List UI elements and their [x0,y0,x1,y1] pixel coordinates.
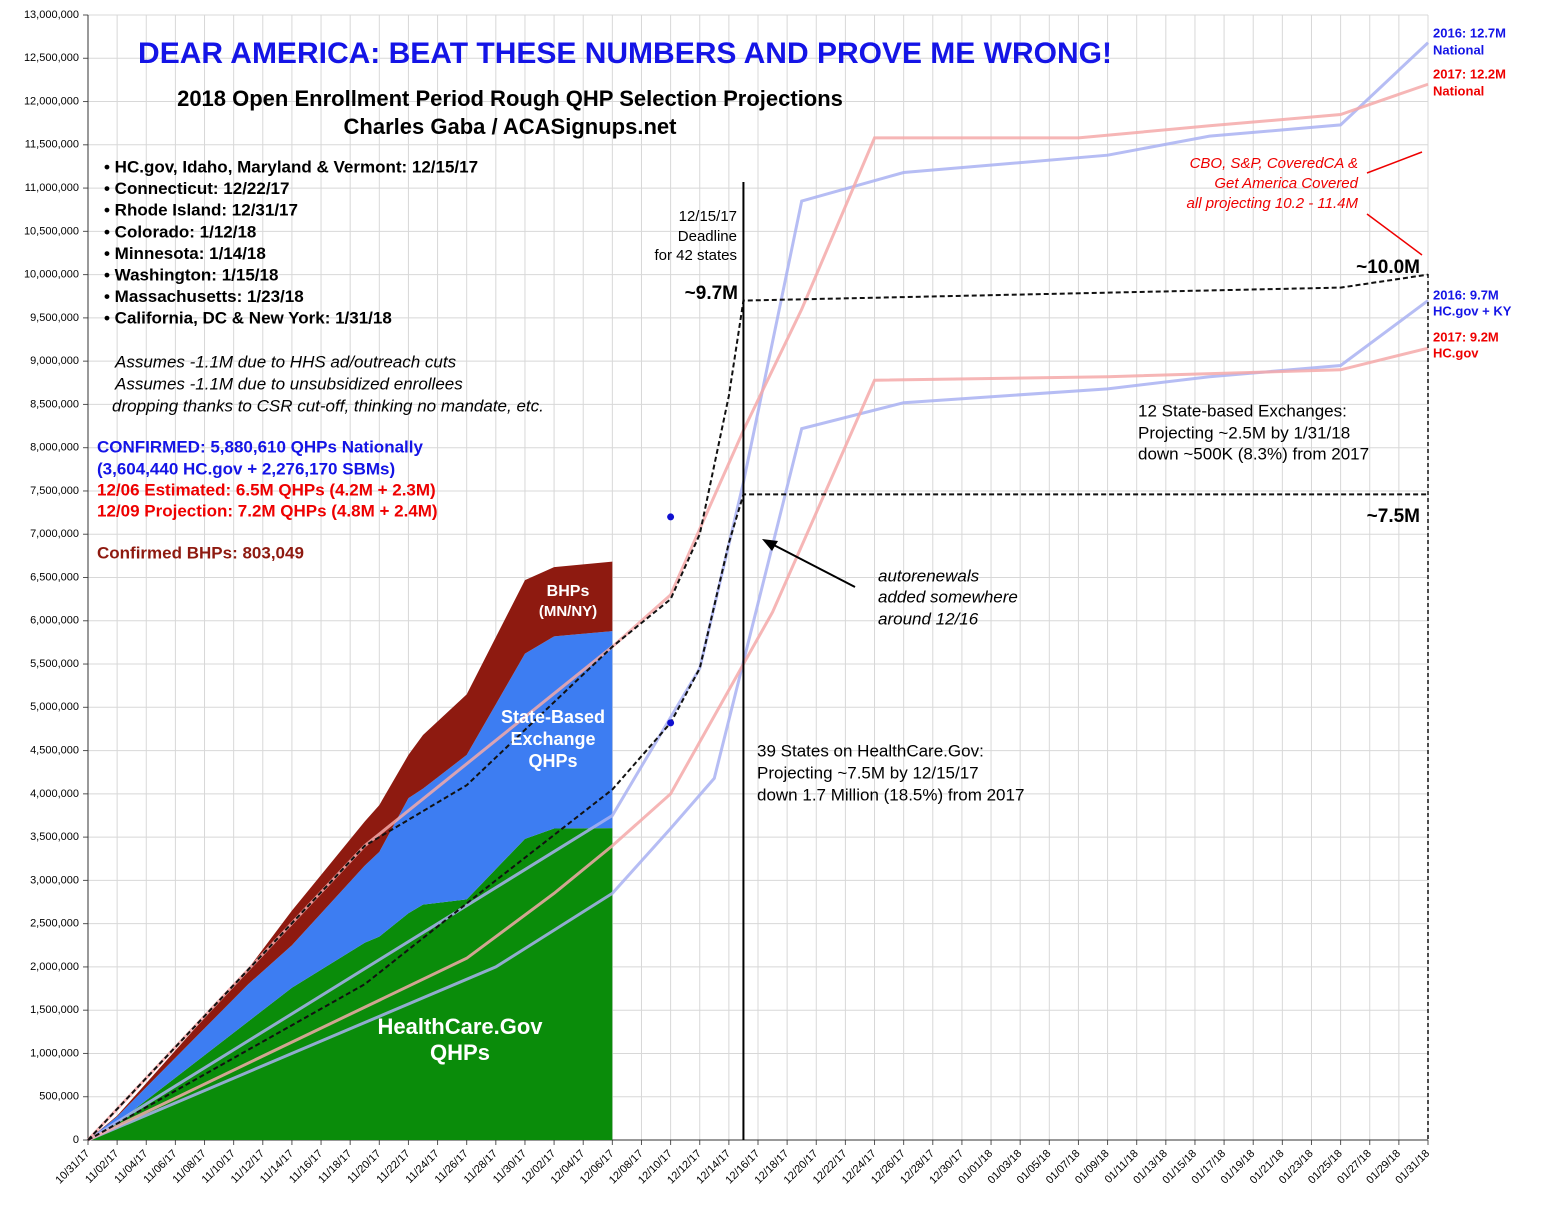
subtitle: 2018 Open Enrollment Period Rough QHP Se… [177,86,843,111]
series-label: 2017: 12.2M [1433,66,1506,81]
series-label: National [1433,42,1484,57]
series-label: HC.gov + KY [1433,303,1512,318]
series-label: 2016: 12.7M [1433,25,1506,40]
y-tick-label: 6,000,000 [30,615,79,627]
area-label: BHPs [547,583,590,600]
line [87,346,1429,1142]
y-tick-label: 3,500,000 [30,831,79,843]
y-tick-label: 10,500,000 [24,225,79,237]
deadline-item: • HC.gov, Idaho, Maryland & Vermont: 12/… [104,157,478,176]
pointer [1366,213,1423,256]
chart-title: DEAR AMERICA: BEAT THESE NUMBERS AND PRO… [138,37,1112,70]
y-tick-label: 8,000,000 [30,442,79,454]
y-tick-label: 9,000,000 [30,355,79,367]
estimate: 12/09 Projection: 7.2M QHPs (4.8M + 2.4M… [97,501,438,520]
area-label: QHPs [430,1040,490,1065]
point [667,513,675,521]
y-tick-label: 7,500,000 [30,485,79,497]
area [88,631,613,1140]
sbe-note: Projecting ~2.5M by 1/31/18 [1138,423,1350,442]
estimate: 12/06 Estimated: 6.5M QHPs (4.2M + 2.3M) [97,480,436,499]
deadline-item: • Massachusetts: 1/23/18 [104,287,304,306]
y-tick-label: 5,000,000 [30,701,79,713]
value-mark: ~10.0M [1356,257,1420,278]
deadline-item: • Connecticut: 12/22/17 [104,179,289,198]
y-tick-label: 10,000,000 [24,269,79,281]
y-tick-label: 8,500,000 [30,398,79,410]
cbo-note: CBO, S&P, CoveredCA & [1190,155,1358,172]
y-tick-label: 1,000,000 [30,1047,79,1059]
y-tick-label: 6,500,000 [30,571,79,583]
pointer [1366,151,1423,174]
y-tick-label: 1,500,000 [30,1004,79,1016]
line [87,273,1429,1141]
value-mark: ~9.7M [685,283,738,304]
series-label: 2017: 9.2M [1433,329,1499,344]
hcgov-note: 39 States on HealthCare.Gov: [757,741,984,760]
point [667,719,675,727]
deadline-note: 12/15/17 [679,208,737,225]
deadline-note: Deadline [678,228,737,245]
sbe-note: down ~500K (8.3%) from 2017 [1138,444,1369,463]
value-mark: ~7.5M [1367,506,1420,527]
y-tick-label: 2,500,000 [30,918,79,930]
deadline-item: • Colorado: 1/12/18 [104,222,256,241]
deadline-item: • Minnesota: 1/14/18 [104,244,266,263]
cbo-note: all projecting 10.2 - 11.4M [1187,195,1359,212]
deadline-note: for 42 states [654,247,737,264]
y-tick-label: 11,500,000 [25,139,79,151]
y-tick-label: 4,500,000 [30,744,79,756]
y-tick-label: 0 [73,1134,79,1146]
plot [86,41,1430,1142]
y-tick-label: 9,500,000 [30,312,79,324]
y-tick-label: 13,000,000 [24,9,79,21]
confirmed: (3,604,440 HC.gov + 2,276,170 SBMs) [97,459,395,478]
y-tick-label: 2,000,000 [30,961,79,973]
y-tick-label: 12,500,000 [24,52,79,64]
assumption: Assumes -1.1M due to HHS ad/outreach cut… [114,352,457,371]
arrow [767,541,856,588]
y-tick-label: 12,000,000 [24,95,79,107]
y-tick-label: 3,000,000 [30,874,79,886]
deadline-list: • HC.gov, Idaho, Maryland & Vermont: 12/… [104,157,478,327]
autorenew-note: autorenewals [878,566,980,585]
y-tick-label: 7,000,000 [30,528,79,540]
line [86,82,1429,1142]
autorenew-note: around 12/16 [878,609,979,628]
assumption: Assumes -1.1M due to unsubsidized enroll… [114,374,463,393]
bhp-note: Confirmed BHPs: 803,049 [97,543,304,562]
series-label: National [1433,83,1484,98]
series-label: 2016: 9.7M [1433,287,1499,302]
area-label: State-Based [501,707,605,727]
area-label: Exchange [510,729,595,749]
subtitle: Charles Gaba / ACASignups.net [344,114,678,139]
confirmed: CONFIRMED: 5,880,610 QHPs Nationally [97,437,423,456]
y-tick-label: 11,000,000 [25,182,79,194]
y-tick-label: 4,000,000 [30,788,79,800]
arrow-head [762,539,778,551]
y-tick-label: 500,000 [39,1091,79,1103]
hcgov-note: down 1.7 Million (18.5%) from 2017 [757,785,1024,804]
area-label: QHPs [528,751,577,771]
annotations: DEAR AMERICA: BEAT THESE NUMBERS AND PRO… [97,25,1512,1064]
autorenew-note: added somewhere [878,587,1018,606]
area-label: (MN/NY) [539,603,597,620]
assumption: dropping thanks to CSR cut-off, thinking… [112,396,544,415]
hcgov-note: Projecting ~7.5M by 12/15/17 [757,763,979,782]
deadline-item: • Rhode Island: 12/31/17 [104,201,298,220]
cbo-note: Get America Covered [1214,175,1358,192]
area [88,828,613,1140]
y-tick-label: 5,500,000 [30,658,79,670]
area [88,561,613,1140]
sbe-note: 12 State-based Exchanges: [1138,401,1347,420]
series-label: HC.gov [1433,345,1479,360]
area-label: HealthCare.Gov [377,1014,543,1039]
deadline-item: • Washington: 1/15/18 [104,265,278,284]
deadline-item: • California, DC & New York: 1/31/18 [104,309,392,328]
